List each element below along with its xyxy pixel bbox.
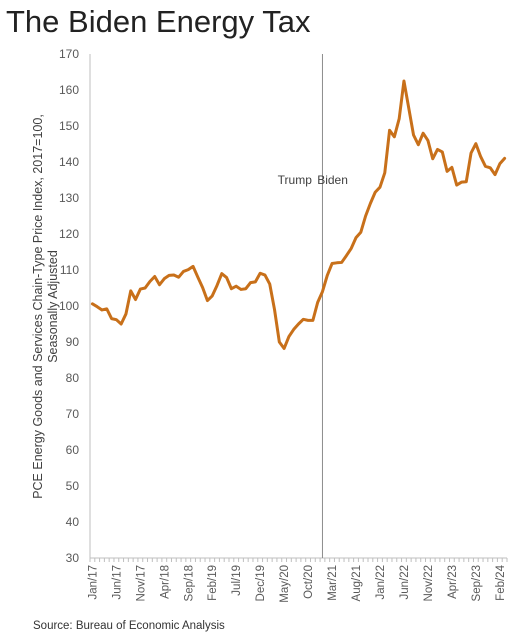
x-tick-label: Sep/18 [183, 565, 195, 601]
series-line [90, 79, 507, 350]
x-tick-label: Jan/22 [375, 565, 387, 600]
x-tick-label: Jul/19 [231, 565, 243, 596]
chart-title: The Biden Energy Tax [6, 4, 311, 39]
y-tick-label: 60 [66, 443, 80, 457]
x-tick-label: Apr/23 [447, 565, 459, 599]
y-tick-label: 130 [59, 191, 79, 205]
x-tick-label: Jan/17 [87, 565, 99, 600]
y-axis-label-line-1: PCE Energy Goods and Services Chain-Type… [30, 113, 45, 499]
source-note: Source: Bureau of Economic Analysis [33, 620, 225, 632]
x-tick-label: Nov/22 [423, 565, 435, 601]
y-tick-label: 70 [66, 407, 80, 421]
x-tick-label: Oct/20 [303, 565, 315, 599]
y-tick-label: 140 [59, 155, 79, 169]
x-tick-label: Apr/18 [159, 565, 171, 599]
y-tick-label: 120 [59, 227, 79, 241]
y-tick-label: 90 [66, 335, 80, 349]
y-tick-label: 80 [66, 371, 80, 385]
y-tick-label: 110 [60, 263, 79, 277]
x-tick-label: Nov/17 [135, 565, 147, 601]
y-tick-label: 30 [66, 551, 80, 565]
y-tick-label: 170 [59, 47, 79, 61]
y-tick-label: 40 [66, 515, 80, 529]
x-tick-label: Dec/19 [255, 565, 267, 601]
x-tick-label: Aug/21 [351, 565, 363, 601]
x-tick-label: Jun/17 [111, 565, 123, 600]
y-tick-label: 100 [59, 299, 79, 313]
x-tick-label: Sep/23 [471, 565, 483, 601]
annotation-trump: Trump [278, 173, 313, 187]
y-axis-label-line-2: Seasonally Adjusted [45, 249, 60, 363]
y-tick-label: 150 [59, 119, 79, 133]
x-tick-label: May/20 [279, 565, 291, 603]
x-tick-label: Feb/24 [495, 564, 507, 600]
y-tick-label: 50 [66, 479, 80, 493]
annotation-biden: Biden [317, 173, 348, 187]
y-tick-label: 160 [59, 83, 79, 97]
x-tick-label: Mar/21 [327, 565, 339, 601]
x-tick-label: Feb/19 [207, 565, 219, 601]
x-tick-label: Jun/22 [399, 565, 411, 600]
